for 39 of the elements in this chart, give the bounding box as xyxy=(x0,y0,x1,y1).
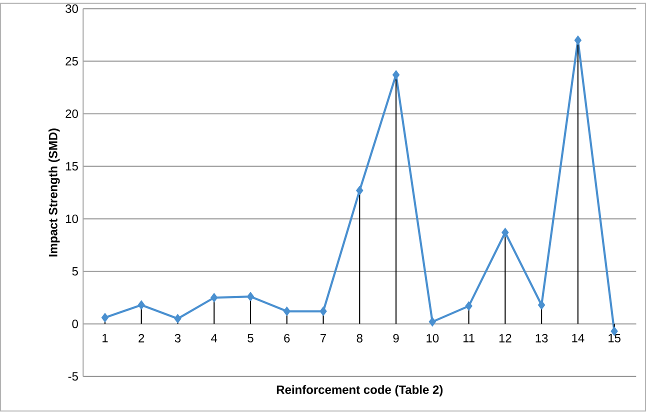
x-tick-label: 2 xyxy=(138,334,144,343)
point xyxy=(138,300,145,310)
y-tick-label: 0 xyxy=(72,320,78,328)
point xyxy=(538,300,546,310)
x-tick-label: 14 xyxy=(572,334,584,342)
point xyxy=(174,314,182,324)
y-tick-label: -5 xyxy=(68,372,78,381)
point xyxy=(392,70,400,80)
x-tick-label: 5 xyxy=(248,334,254,343)
x-tick-label: 13 xyxy=(536,334,548,343)
y-tick-label: 15 xyxy=(66,162,78,171)
point xyxy=(356,186,364,196)
point xyxy=(465,302,472,311)
point xyxy=(428,317,436,327)
point xyxy=(320,306,327,316)
x-tick-label: 6 xyxy=(284,334,290,343)
x-tick-label: 4 xyxy=(211,334,218,342)
x-tick-label: 3 xyxy=(174,334,181,343)
point xyxy=(574,36,582,45)
y-tick-label: 5 xyxy=(72,267,78,276)
y-tick-label: 10 xyxy=(66,214,78,224)
x-tick-label: 8 xyxy=(356,334,362,343)
point xyxy=(210,293,218,302)
point xyxy=(101,313,109,322)
x-tick-label: 10 xyxy=(426,334,439,343)
x-tick-label: 11 xyxy=(463,334,474,342)
x-tick-label: 12 xyxy=(499,334,512,343)
x-tick-label: 15 xyxy=(608,334,620,343)
x-tick-label: 1 xyxy=(102,334,108,342)
x-tick-label: 9 xyxy=(393,334,399,343)
point xyxy=(502,228,509,238)
x-tick-label: 7 xyxy=(320,334,326,342)
y-tick-label: 20 xyxy=(66,110,78,118)
y-tick-label: 25 xyxy=(66,57,78,66)
y-axis-title: Impact Strength (SMD) xyxy=(48,128,60,257)
point xyxy=(283,306,290,316)
point xyxy=(246,292,254,302)
y-tick-label: 30 xyxy=(66,4,78,14)
x-axis-title: Reinforcement code (Table 2) xyxy=(276,385,443,397)
